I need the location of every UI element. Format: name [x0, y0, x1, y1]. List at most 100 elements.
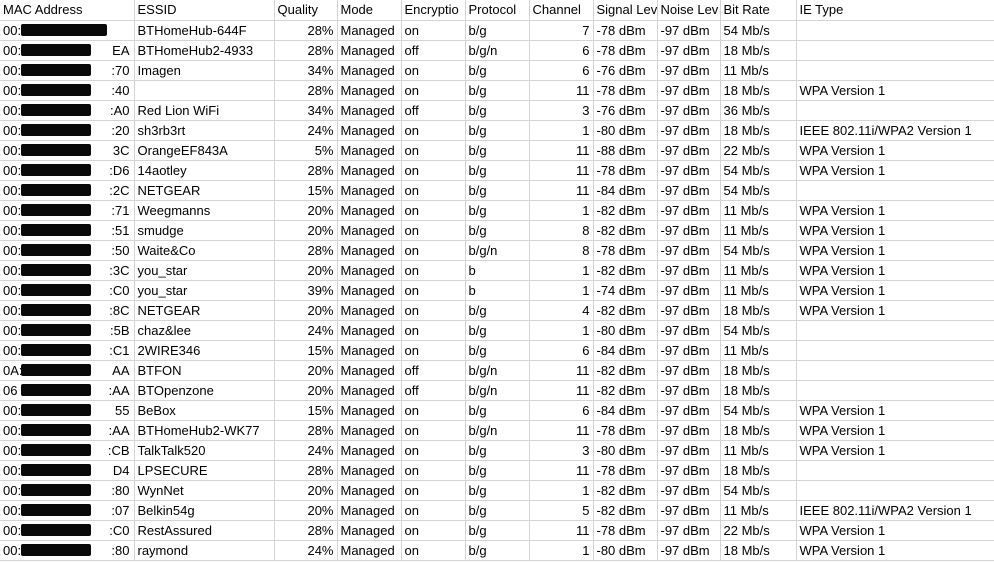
- header-cell-essid[interactable]: ESSID: [134, 0, 275, 21]
- cell-quality[interactable]: 39%: [274, 280, 338, 301]
- cell-bitrate[interactable]: 54 Mb/s: [720, 400, 797, 421]
- cell-ie[interactable]: WPA Version 1: [796, 80, 994, 101]
- cell-encryption[interactable]: on: [401, 20, 466, 41]
- cell-mac[interactable]: 00::50: [0, 240, 135, 261]
- cell-channel[interactable]: 3: [529, 440, 594, 461]
- cell-bitrate[interactable]: 18 Mb/s: [720, 120, 797, 141]
- cell-essid[interactable]: you_star: [134, 280, 275, 301]
- header-cell-channel[interactable]: Channel: [529, 0, 594, 21]
- cell-quality[interactable]: 28%: [274, 240, 338, 261]
- cell-encryption[interactable]: on: [401, 480, 466, 501]
- header-cell-bitrate[interactable]: Bit Rate: [720, 0, 797, 21]
- cell-channel[interactable]: 5: [529, 500, 594, 521]
- cell-encryption[interactable]: on: [401, 520, 466, 541]
- cell-mode[interactable]: Managed: [337, 100, 402, 121]
- cell-signal[interactable]: -78 dBm: [593, 40, 658, 61]
- cell-quality[interactable]: 28%: [274, 80, 338, 101]
- cell-mode[interactable]: Managed: [337, 120, 402, 141]
- cell-channel[interactable]: 1: [529, 480, 594, 501]
- cell-mac[interactable]: 00::2C: [0, 180, 135, 201]
- cell-signal[interactable]: -82 dBm: [593, 360, 658, 381]
- cell-essid[interactable]: RestAssured: [134, 520, 275, 541]
- cell-noise[interactable]: -97 dBm: [657, 520, 721, 541]
- cell-mode[interactable]: Managed: [337, 340, 402, 361]
- cell-bitrate[interactable]: 18 Mb/s: [720, 540, 797, 561]
- cell-channel[interactable]: 8: [529, 220, 594, 241]
- cell-protocol[interactable]: b/g: [465, 220, 530, 241]
- cell-channel[interactable]: 11: [529, 380, 594, 401]
- cell-essid[interactable]: you_star: [134, 260, 275, 281]
- cell-ie[interactable]: [796, 480, 994, 501]
- cell-signal[interactable]: -84 dBm: [593, 400, 658, 421]
- cell-protocol[interactable]: b/g: [465, 480, 530, 501]
- cell-ie[interactable]: WPA Version 1: [796, 520, 994, 541]
- cell-quality[interactable]: 24%: [274, 440, 338, 461]
- cell-signal[interactable]: -80 dBm: [593, 540, 658, 561]
- cell-channel[interactable]: 1: [529, 540, 594, 561]
- cell-essid[interactable]: BTOpenzone: [134, 380, 275, 401]
- cell-quality[interactable]: 15%: [274, 340, 338, 361]
- cell-protocol[interactable]: b/g/n: [465, 380, 530, 401]
- cell-encryption[interactable]: on: [401, 260, 466, 281]
- cell-mode[interactable]: Managed: [337, 80, 402, 101]
- cell-signal[interactable]: -78 dBm: [593, 240, 658, 261]
- cell-essid[interactable]: raymond: [134, 540, 275, 561]
- cell-encryption[interactable]: on: [401, 60, 466, 81]
- cell-quality[interactable]: 28%: [274, 520, 338, 541]
- cell-mac[interactable]: 00: 3C: [0, 140, 135, 161]
- cell-protocol[interactable]: b/g: [465, 320, 530, 341]
- cell-quality[interactable]: 34%: [274, 60, 338, 81]
- cell-protocol[interactable]: b/g: [465, 440, 530, 461]
- cell-protocol[interactable]: b/g: [465, 400, 530, 421]
- cell-noise[interactable]: -97 dBm: [657, 120, 721, 141]
- cell-noise[interactable]: -97 dBm: [657, 200, 721, 221]
- cell-signal[interactable]: -76 dBm: [593, 100, 658, 121]
- cell-encryption[interactable]: off: [401, 380, 466, 401]
- cell-bitrate[interactable]: 11 Mb/s: [720, 280, 797, 301]
- cell-bitrate[interactable]: 18 Mb/s: [720, 300, 797, 321]
- cell-noise[interactable]: -97 dBm: [657, 400, 721, 421]
- cell-signal[interactable]: -78 dBm: [593, 460, 658, 481]
- cell-bitrate[interactable]: 11 Mb/s: [720, 200, 797, 221]
- cell-channel[interactable]: 4: [529, 300, 594, 321]
- cell-mac[interactable]: 00: 55: [0, 400, 135, 421]
- cell-mode[interactable]: Managed: [337, 480, 402, 501]
- cell-channel[interactable]: 1: [529, 260, 594, 281]
- cell-encryption[interactable]: off: [401, 360, 466, 381]
- cell-encryption[interactable]: on: [401, 500, 466, 521]
- cell-essid[interactable]: smudge: [134, 220, 275, 241]
- cell-essid[interactable]: BTFON: [134, 360, 275, 381]
- cell-protocol[interactable]: b/g: [465, 200, 530, 221]
- cell-quality[interactable]: 24%: [274, 120, 338, 141]
- cell-ie[interactable]: WPA Version 1: [796, 400, 994, 421]
- cell-essid[interactable]: BTHomeHub2-WK77: [134, 420, 275, 441]
- cell-signal[interactable]: -82 dBm: [593, 300, 658, 321]
- header-cell-mode[interactable]: Mode: [337, 0, 402, 21]
- cell-quality[interactable]: 20%: [274, 200, 338, 221]
- cell-signal[interactable]: -74 dBm: [593, 280, 658, 301]
- cell-channel[interactable]: 3: [529, 100, 594, 121]
- cell-quality[interactable]: 24%: [274, 540, 338, 561]
- cell-ie[interactable]: WPA Version 1: [796, 540, 994, 561]
- cell-ie[interactable]: [796, 20, 994, 41]
- cell-mac[interactable]: 00::8C: [0, 300, 135, 321]
- cell-channel[interactable]: 11: [529, 420, 594, 441]
- cell-mac[interactable]: 00::70: [0, 60, 135, 81]
- cell-ie[interactable]: WPA Version 1: [796, 420, 994, 441]
- cell-signal[interactable]: -78 dBm: [593, 420, 658, 441]
- cell-essid[interactable]: NETGEAR: [134, 180, 275, 201]
- cell-ie[interactable]: WPA Version 1: [796, 240, 994, 261]
- cell-essid[interactable]: BTHomeHub-644F: [134, 20, 275, 41]
- cell-noise[interactable]: -97 dBm: [657, 280, 721, 301]
- cell-channel[interactable]: 11: [529, 180, 594, 201]
- cell-encryption[interactable]: off: [401, 40, 466, 61]
- cell-signal[interactable]: -78 dBm: [593, 160, 658, 181]
- cell-protocol[interactable]: b/g: [465, 300, 530, 321]
- cell-ie[interactable]: WPA Version 1: [796, 140, 994, 161]
- cell-protocol[interactable]: b/g: [465, 80, 530, 101]
- cell-mode[interactable]: Managed: [337, 320, 402, 341]
- cell-noise[interactable]: -97 dBm: [657, 100, 721, 121]
- cell-mode[interactable]: Managed: [337, 500, 402, 521]
- cell-signal[interactable]: -88 dBm: [593, 140, 658, 161]
- cell-quality[interactable]: 20%: [274, 220, 338, 241]
